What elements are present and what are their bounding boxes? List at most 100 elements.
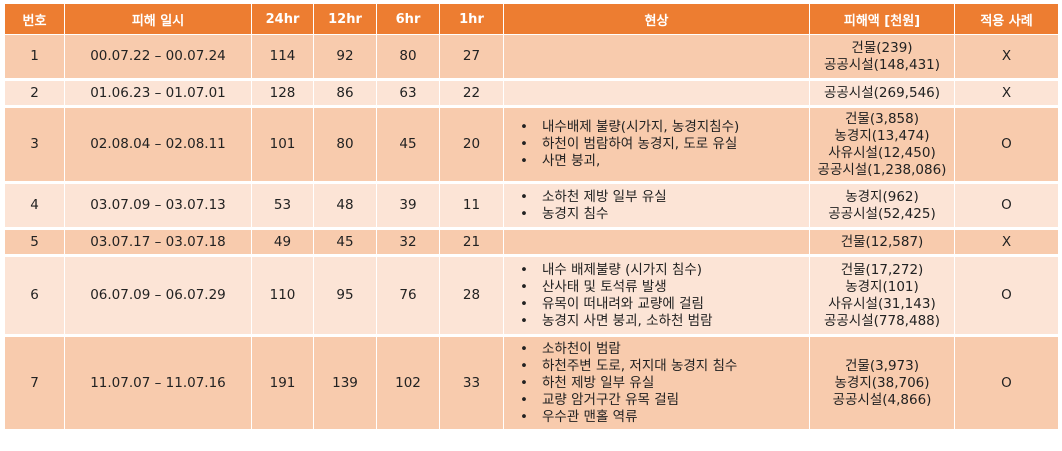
rain-6hr-cell: 63 [376,79,440,108]
table-row: 302.08.04 – 02.08.11101804520내수배제 불량(시가지… [4,106,1059,184]
rain-1hr-cell: 20 [439,106,504,184]
damage-period-cell: 03.07.17 – 03.07.18 [64,228,252,257]
header-cell: 24hr [251,3,314,35]
rain-1hr-cell: 22 [439,79,504,108]
applied-case-cell: O [954,106,1059,184]
phenomenon-item: 하천이 범람하여 농경지, 도로 유실 [520,136,809,153]
table-body: 1 00.07.22 – 00.07.24 114 92 80 27 건물(239) 공공시설… [4,34,1059,432]
phenomenon-item: 농경지 침수 [520,206,809,223]
phenomena-cell: 소하천이 범람하천주변 도로, 저지대 농경지 침수하천 제방 일부 유실교량 … [503,335,810,432]
damage-amount-cell: 공공시설(269,546) [809,79,955,108]
phenomenon-item: 농경지 사면 붕괴, 소하천 범람 [520,313,809,330]
table-row: 403.07.09 – 03.07.1353483911소하천 제방 일부 유실… [4,182,1059,230]
row-number-cell: 3 [4,106,65,184]
phenomena-cell: 내수배제 불량(시가지, 농경지침수)하천이 범람하여 농경지, 도로 유실사면… [503,106,810,184]
rain-24hr-cell: 53 [251,182,314,230]
damage-amount-cell: 건물(17,272) 농경지(101) 사유시설(31,143) 공공시설(778,4… [809,255,955,337]
rain-24hr-cell: 114 [251,34,314,81]
rain-6hr-cell: 39 [376,182,440,230]
rain-6hr-cell: 102 [376,335,440,432]
phenomena-list: 소하천 제방 일부 유실농경지 침수 [504,189,809,223]
phenomena-list: 소하천이 범람하천주변 도로, 저지대 농경지 침수하천 제방 일부 유실교량 … [504,341,809,426]
damage-period-cell: 02.08.04 – 02.08.11 [64,106,252,184]
row-number-cell: 5 [4,228,65,257]
rain-1hr-cell: 33 [439,335,504,432]
table-row: 711.07.07 – 11.07.1619113910233소하천이 범람하천… [4,335,1059,432]
header-row: 번호 피해 일시 24hr 12hr 6hr 1hr 현상 피해액 [천원] 적… [4,3,1059,35]
damage-item: 건물(3,973) [844,357,920,374]
damage-period-cell: 03.07.09 – 03.07.13 [64,182,252,230]
phenomena-list: 내수배제 불량(시가지, 농경지침수)하천이 범람하여 농경지, 도로 유실사면… [504,119,809,170]
damage-item: 건물(239) [851,39,913,56]
row-number-cell: 6 [4,255,65,337]
rain-12hr-cell: 48 [313,182,377,230]
damage-item: 공공시설(4,866) [832,391,932,408]
applied-case-cell: O [954,335,1059,432]
applied-case-cell: X [954,34,1059,81]
phenomena-cell [503,34,810,81]
damage-amount-cell: 건물(12,587) [809,228,955,257]
phenomenon-item: 하천 제방 일부 유실 [520,375,809,392]
damage-item: 공공시설(1,238,086) [817,161,947,178]
applied-case-cell: O [954,182,1059,230]
applied-case-cell: X [954,79,1059,108]
applied-case-cell: O [954,255,1059,337]
header-cell: 피해 일시 [64,3,252,35]
phenomenon-item: 소하천이 범람 [520,341,809,358]
damage-item: 공공시설(148,431) [823,56,941,73]
rain-12hr-cell: 86 [313,79,377,108]
rain-6hr-cell: 45 [376,106,440,184]
phenomenon-item: 우수관 맨홀 역류 [520,409,809,426]
phenomenon-item: 유목이 떠내려와 교량에 걸림 [520,296,809,313]
rain-6hr-cell: 76 [376,255,440,337]
damage-period-cell: 06.07.09 – 06.07.29 [64,255,252,337]
damage-item: 공공시설(52,425) [828,205,936,222]
phenomena-list: 내수 배제불량 (시가지 침수)산사태 및 토석류 발생유목이 떠내려와 교량에… [504,262,809,330]
phenomena-cell [503,79,810,108]
damage-item: 농경지(38,706) [834,374,930,391]
damage-period-cell: 00.07.22 – 00.07.24 [64,34,252,81]
damage-item: 공공시설(269,546) [823,84,941,101]
phenomenon-item: 사면 붕괴, [520,153,809,170]
rain-12hr-cell: 45 [313,228,377,257]
rain-24hr-cell: 110 [251,255,314,337]
rain-6hr-cell: 80 [376,34,440,81]
damage-amount-cell: 건물(3,973) 농경지(38,706) 공공시설(4,866) [809,335,955,432]
damage-period-cell: 01.06.23 – 01.07.01 [64,79,252,108]
phenomenon-item: 내수배제 불량(시가지, 농경지침수) [520,119,809,136]
rain-12hr-cell: 80 [313,106,377,184]
phenomenon-item: 내수 배제불량 (시가지 침수) [520,262,809,279]
row-number-cell: 1 [4,34,65,81]
header-cell: 적용 사례 [954,3,1059,35]
rain-1hr-cell: 27 [439,34,504,81]
header-cell: 1hr [439,3,504,35]
rain-24hr-cell: 191 [251,335,314,432]
row-number-cell: 2 [4,79,65,108]
damage-history-table-container: 번호 피해 일시 24hr 12hr 6hr 1hr 현상 피해액 [천원] 적… [4,3,1059,432]
header-cell: 번호 [4,3,65,35]
rain-12hr-cell: 95 [313,255,377,337]
phenomenon-item: 산사태 및 토석류 발생 [520,279,809,296]
rain-24hr-cell: 128 [251,79,314,108]
rain-6hr-cell: 32 [376,228,440,257]
table-row: 606.07.09 – 06.07.29110957628내수 배제불량 (시가… [4,255,1059,337]
phenomena-cell: 소하천 제방 일부 유실농경지 침수 [503,182,810,230]
header-cell: 피해액 [천원] [809,3,955,35]
rain-12hr-cell: 139 [313,335,377,432]
rain-1hr-cell: 28 [439,255,504,337]
damage-history-table: 번호 피해 일시 24hr 12hr 6hr 1hr 현상 피해액 [천원] 적… [4,3,1059,432]
row-number-cell: 7 [4,335,65,432]
damage-item: 건물(12,587) [840,233,924,250]
phenomenon-item: 하천주변 도로, 저지대 농경지 침수 [520,358,809,375]
phenomenon-item: 소하천 제방 일부 유실 [520,189,809,206]
damage-amount-cell: 건물(239) 공공시설(148,431) [809,34,955,81]
rain-24hr-cell: 101 [251,106,314,184]
table-row: 5 03.07.17 – 03.07.18 49 45 32 21 건물(12,587) X [4,228,1059,257]
damage-item: 농경지(13,474) [834,127,930,144]
phenomenon-item: 교량 암거구간 유목 걸림 [520,392,809,409]
damage-item: 농경지(101) [845,278,919,295]
header-cell: 현상 [503,3,810,35]
damage-item: 사유시설(12,450) [828,144,936,161]
rain-24hr-cell: 49 [251,228,314,257]
phenomena-cell [503,228,810,257]
